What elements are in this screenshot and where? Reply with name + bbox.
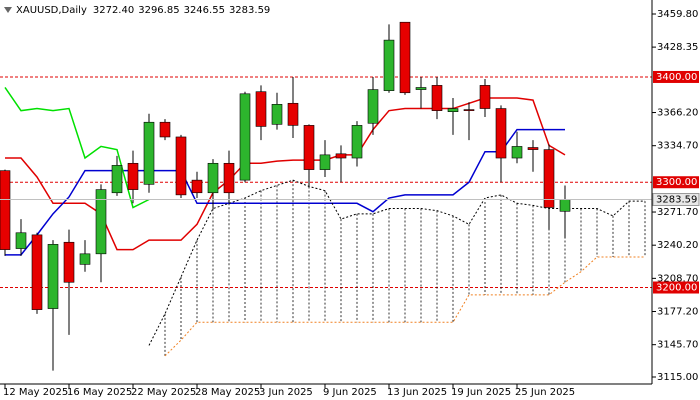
candle-body [143,121,155,185]
x-tick-label: 12 May 2025 [3,387,68,398]
candle-body [255,91,267,127]
level-label-box [653,70,699,83]
level-label-box [653,176,699,189]
candle-body [431,85,443,111]
header-icon [4,7,12,13]
candle-body [127,162,139,190]
candle-body [207,162,219,194]
x-tick-label: 22 May 2025 [131,387,196,398]
candle-body [0,170,11,250]
candle-body [495,108,507,159]
y-tick-label: 3334.70 [657,141,698,152]
plot-area [0,21,652,371]
candle-body [111,165,123,194]
candle-body [351,125,363,159]
y-tick-label: 3115.00 [657,372,698,383]
candle-body [399,21,411,94]
x-tick-label: 13 Jun 2025 [387,387,447,398]
candle-body [527,147,539,150]
candle-body [47,244,59,309]
candle-body [95,189,107,255]
chart-header: XAUUSD,Daily 3272.40 3296.85 3246.55 3283.59 [16,5,270,16]
current-price-box [652,193,700,207]
candle-body [383,39,395,91]
candle-body [559,199,571,212]
candle-body [511,146,523,159]
y-tick-label: 3240.20 [657,240,698,251]
y-tick-label: 3459.80 [657,9,698,20]
open-text: 3272.40 [93,5,134,16]
candle-body [223,162,235,194]
x-tick-label: 28 May 2025 [195,387,260,398]
level-label: 3400.00 [656,72,697,83]
y-tick-label: 3428.35 [657,42,698,53]
indicator-line [5,128,565,256]
candle-body [367,89,379,124]
current-price-label: 3283.59 [656,195,697,206]
candle-body [159,121,171,138]
candle-body [191,179,203,194]
candle-body [31,234,43,310]
candle-body [479,85,491,109]
high-text: 3296.85 [138,5,179,16]
x-tick-label: 9 Jun 2025 [323,387,377,398]
candle-body [543,149,555,208]
y-tick-label: 3271.70 [657,207,698,218]
x-tick-label: 16 May 2025 [67,387,132,398]
candle-body [303,125,315,170]
candle-body [335,153,347,159]
x-tick-label: 3 Jun 2025 [259,387,313,398]
indicator-line [4,87,150,209]
candle-body [63,241,75,283]
candle-body [175,136,187,196]
low-text: 3246.55 [184,5,225,16]
candle-body [271,104,283,125]
x-tick-label: 19 Jun 2025 [451,387,511,398]
x-tick-label: 25 Jun 2025 [515,387,575,398]
candle-body [79,253,91,265]
level-label-box [653,281,699,294]
candle-body [287,102,299,126]
y-tick-label: 3366.20 [657,108,698,119]
candle-body [319,154,331,170]
symbol: XAUUSD,Daily [16,5,87,16]
candle-body [415,87,427,90]
close-text: 3283.59 [229,5,270,16]
y-tick-label: 3177.20 [657,307,698,318]
candle-body [463,109,475,111]
level-label: 3200.00 [656,283,697,294]
candle-body [15,232,27,249]
candle-body [447,108,459,112]
candle-body [239,93,251,181]
y-tick-label: 3145.70 [657,340,698,351]
level-label: 3300.00 [656,177,697,188]
y-tick-label: 3208.70 [657,273,698,284]
indicator-line [148,179,645,346]
axes: 3459.80 3428.35 3366.20 3334.70 3271.70 3240.… [3,9,700,398]
